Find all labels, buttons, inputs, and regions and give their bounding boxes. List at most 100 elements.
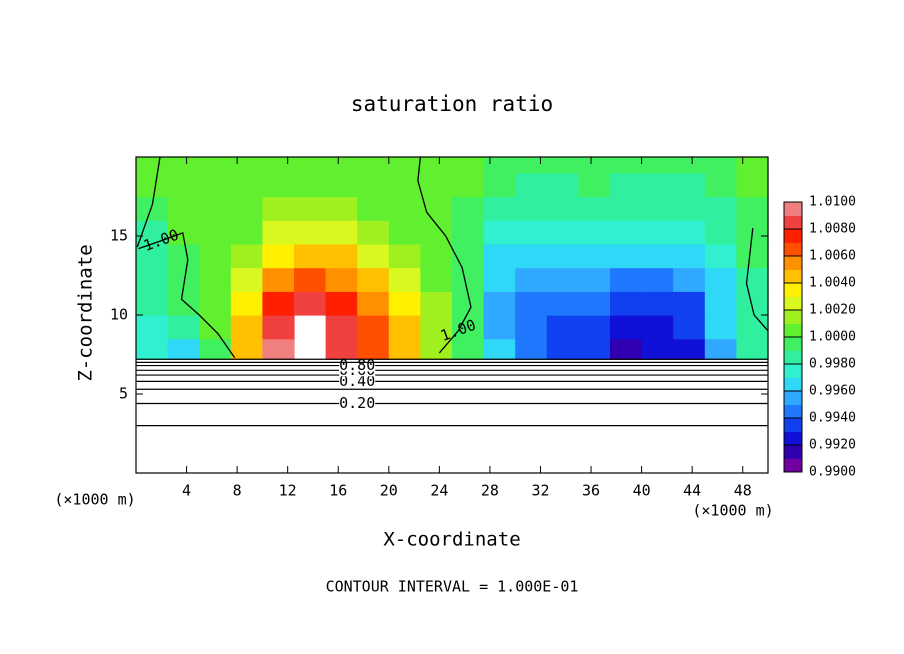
colorbar-band [784, 269, 802, 284]
chart-title: saturation ratio [351, 92, 553, 116]
y-axis-label: Z-coordinate [75, 244, 97, 381]
field-cell [388, 315, 421, 340]
field-cell [199, 157, 232, 174]
x-tick-label: 32 [531, 482, 549, 500]
field-cell [199, 315, 232, 340]
y-tick-label: 5 [119, 385, 128, 403]
field-cell [483, 196, 516, 221]
label-bg [339, 375, 376, 388]
field-cell [388, 267, 421, 292]
field-cell [357, 172, 390, 198]
field-cell [546, 243, 579, 269]
field-cell [736, 267, 769, 292]
field-cell [357, 338, 390, 360]
field-cell [452, 267, 485, 292]
field-cell [641, 172, 674, 198]
contour-line [417, 156, 472, 354]
colorbar-tick-label: 1.0100 [809, 195, 856, 210]
field-cell [262, 172, 295, 198]
field-cell [610, 338, 643, 360]
field-cell [736, 315, 769, 340]
contour-line [745, 228, 769, 332]
field-cell [357, 220, 390, 245]
field-cell [294, 291, 327, 316]
colorbar-band [784, 202, 802, 216]
field-cell [610, 172, 643, 198]
colorbar-band [784, 296, 802, 311]
field-cell [262, 243, 295, 269]
field-cell [199, 220, 232, 245]
field-cell [610, 196, 643, 221]
field-cell [230, 291, 263, 316]
x-tick-label: 36 [582, 482, 600, 500]
field-cell [673, 338, 706, 360]
field-cell [736, 338, 769, 360]
colorbar-band [784, 445, 802, 459]
colorbar-band [784, 337, 802, 351]
field-cell [262, 196, 295, 221]
field-cell [325, 157, 358, 174]
field-cell [578, 196, 611, 221]
x-axis-label: X-coordinate [383, 529, 520, 551]
field-cell [136, 315, 169, 340]
field-cell [388, 196, 421, 221]
field-cell [325, 220, 358, 245]
field-cell [483, 243, 516, 269]
field-cell [199, 291, 232, 316]
colorbar-band [784, 256, 802, 270]
x-unit-label: (×1000 m) [54, 491, 135, 509]
field-cell [483, 315, 516, 340]
field-cell [452, 220, 485, 245]
field-cell [452, 196, 485, 221]
field-cell [167, 315, 200, 340]
field-cell [704, 172, 737, 198]
colorbar-band [784, 431, 802, 446]
colorbar-band [784, 310, 802, 324]
colorbar-band [784, 418, 802, 432]
field-cell [357, 243, 390, 269]
field-cell [704, 220, 737, 245]
x-tick-label: 24 [430, 482, 448, 500]
field-cell [704, 338, 737, 360]
colorbar-band [784, 323, 802, 338]
contour-line [138, 231, 236, 359]
x-tick-label: 8 [233, 482, 242, 500]
colorbar-band [784, 458, 802, 473]
field-cell [641, 196, 674, 221]
field-cell [610, 220, 643, 245]
colorbar-band [784, 404, 802, 419]
field-cell [673, 291, 706, 316]
field-cell [325, 291, 358, 316]
field-cell [546, 315, 579, 340]
field-cell [420, 338, 453, 360]
field-cell [199, 196, 232, 221]
colorbar-tick-label: 1.0040 [809, 276, 856, 291]
colorbar-tick-label: 0.9920 [809, 438, 856, 453]
field-cell [704, 157, 737, 174]
field-cell [610, 243, 643, 269]
field-cell [230, 315, 263, 340]
field-cell [325, 338, 358, 360]
field-cell [483, 172, 516, 198]
field-cell [167, 196, 200, 221]
field-cell [483, 338, 516, 360]
footnote: CONTOUR INTERVAL = 1.000E-01 [326, 578, 579, 596]
field-cell [546, 220, 579, 245]
field-cell [420, 243, 453, 269]
label-bg [339, 397, 376, 410]
field-cell [704, 315, 737, 340]
colorbar-tick-label: 1.0080 [809, 222, 856, 237]
field-cell [515, 220, 548, 245]
colorbar-band [784, 242, 802, 257]
field-cell [736, 243, 769, 269]
y-tick-label: 15 [110, 227, 128, 245]
field-cell [578, 243, 611, 269]
field-cell [610, 267, 643, 292]
field-cell [357, 291, 390, 316]
colorbar-band [784, 215, 802, 230]
field-cell [452, 338, 485, 360]
x-tick-label: 40 [633, 482, 651, 500]
field-cell [325, 243, 358, 269]
field-cell [641, 157, 674, 174]
field-cell [167, 172, 200, 198]
